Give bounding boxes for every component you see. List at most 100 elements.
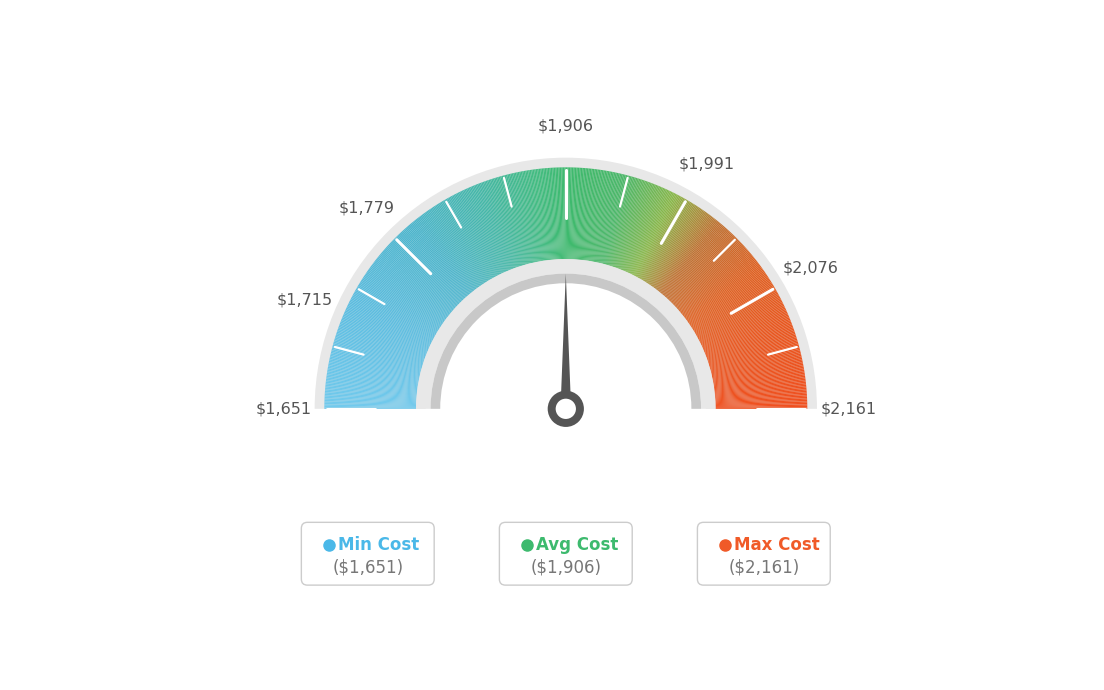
Wedge shape (701, 306, 785, 346)
Wedge shape (656, 215, 711, 289)
Wedge shape (395, 237, 460, 303)
Wedge shape (463, 190, 503, 273)
Wedge shape (643, 201, 691, 281)
FancyBboxPatch shape (499, 522, 633, 585)
Wedge shape (662, 224, 722, 295)
Wedge shape (519, 172, 538, 262)
Wedge shape (702, 308, 786, 348)
Wedge shape (443, 200, 490, 280)
Wedge shape (713, 368, 804, 384)
Wedge shape (421, 215, 476, 289)
Wedge shape (623, 186, 659, 270)
Wedge shape (711, 353, 802, 375)
Wedge shape (648, 208, 700, 284)
Wedge shape (713, 365, 804, 383)
Wedge shape (516, 172, 535, 262)
Wedge shape (410, 224, 469, 295)
Wedge shape (358, 284, 437, 333)
Wedge shape (328, 365, 418, 383)
Wedge shape (514, 172, 535, 262)
Wedge shape (625, 186, 661, 271)
Wedge shape (477, 184, 511, 270)
Wedge shape (552, 168, 559, 259)
Wedge shape (704, 319, 790, 354)
Wedge shape (639, 199, 686, 279)
Wedge shape (667, 230, 730, 299)
Wedge shape (476, 184, 511, 270)
Wedge shape (460, 191, 501, 274)
Wedge shape (527, 170, 542, 261)
Wedge shape (658, 218, 715, 291)
Wedge shape (439, 203, 488, 282)
Wedge shape (715, 395, 807, 402)
Wedge shape (346, 308, 429, 348)
Wedge shape (697, 293, 778, 337)
Wedge shape (348, 304, 431, 345)
Wedge shape (507, 174, 530, 264)
Wedge shape (689, 272, 765, 325)
Wedge shape (337, 330, 424, 361)
Wedge shape (335, 337, 423, 365)
Wedge shape (560, 168, 563, 259)
Wedge shape (360, 281, 439, 331)
Wedge shape (511, 173, 533, 263)
Wedge shape (456, 193, 499, 275)
Wedge shape (394, 238, 460, 304)
Wedge shape (711, 348, 800, 373)
Wedge shape (654, 213, 709, 288)
Wedge shape (342, 316, 427, 352)
Wedge shape (713, 364, 804, 382)
Wedge shape (478, 183, 512, 269)
Wedge shape (329, 362, 418, 381)
Wedge shape (426, 211, 480, 286)
Wedge shape (606, 176, 631, 265)
Wedge shape (327, 370, 418, 386)
Wedge shape (385, 247, 455, 309)
Wedge shape (386, 246, 455, 308)
Wedge shape (332, 346, 422, 371)
Wedge shape (711, 351, 800, 373)
Polygon shape (562, 408, 570, 422)
Wedge shape (367, 270, 443, 324)
Wedge shape (624, 186, 660, 271)
Wedge shape (447, 198, 492, 279)
Wedge shape (336, 334, 424, 364)
Wedge shape (325, 402, 416, 405)
Wedge shape (712, 361, 803, 380)
Wedge shape (699, 297, 781, 340)
Wedge shape (424, 213, 478, 288)
Wedge shape (697, 290, 777, 336)
Wedge shape (612, 179, 641, 267)
Wedge shape (708, 331, 795, 362)
Wedge shape (715, 389, 807, 397)
Wedge shape (384, 249, 454, 310)
Wedge shape (682, 256, 754, 315)
Wedge shape (567, 168, 571, 259)
Wedge shape (376, 257, 449, 315)
Wedge shape (607, 177, 635, 266)
Wedge shape (495, 178, 522, 266)
Wedge shape (336, 335, 423, 364)
Wedge shape (326, 380, 417, 392)
Text: ($1,906): ($1,906) (530, 558, 602, 576)
Wedge shape (592, 171, 609, 262)
Wedge shape (325, 391, 416, 399)
Wedge shape (350, 299, 433, 342)
Wedge shape (328, 368, 418, 384)
Wedge shape (432, 208, 484, 284)
Wedge shape (713, 366, 804, 384)
Wedge shape (556, 168, 561, 259)
Wedge shape (675, 242, 742, 306)
Wedge shape (506, 175, 530, 264)
Wedge shape (676, 245, 744, 308)
Wedge shape (343, 315, 428, 351)
Wedge shape (422, 215, 477, 289)
Wedge shape (715, 397, 807, 402)
Wedge shape (360, 282, 438, 331)
Wedge shape (700, 301, 783, 342)
Wedge shape (715, 388, 807, 397)
Wedge shape (616, 181, 648, 268)
Wedge shape (467, 188, 506, 272)
Wedge shape (712, 359, 803, 379)
Wedge shape (325, 406, 416, 408)
